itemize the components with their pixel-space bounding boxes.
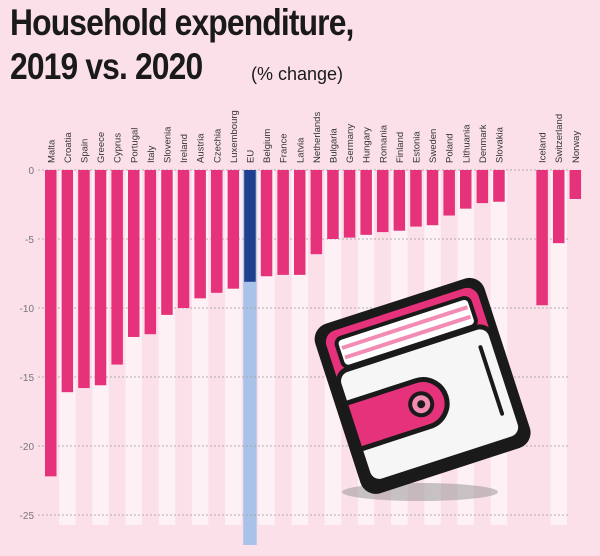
bars [45,170,582,477]
bar-iceland [536,170,548,306]
category-label: Slovakia [494,126,505,163]
category-label: Portugal [129,128,140,163]
category-label: Croatia [63,132,74,163]
category-label: Iceland [538,132,549,163]
bar-croatia [61,170,74,393]
category-label: Hungary [362,127,373,163]
bar-hungary [360,170,372,235]
bar-malta [45,170,57,477]
bar-eu [244,170,256,282]
category-label: Netherlands [312,112,323,163]
bar-czechia [211,170,223,293]
category-label: Finland [395,132,406,163]
category-label: Czechia [212,128,223,163]
y-tick-label: -25 [20,511,35,522]
category-label: Italy [146,145,157,163]
category-label: Slovenia [162,126,173,163]
category-label: Ireland [179,134,190,163]
bar-slovakia [493,170,505,202]
y-tick-label: -15 [20,373,35,384]
y-tick-label: -10 [20,304,35,315]
category-label: Austria [196,133,207,163]
chart-title-line1: Household expenditure, [10,2,354,43]
category-label: Greece [96,132,107,163]
category-label: Estonia [411,131,422,163]
bar-lithuania [460,170,472,209]
bar-luxembourg [227,170,240,289]
bar-denmark [476,170,489,204]
category-label: Poland [445,133,456,163]
bar-slovenia [161,170,173,315]
bar-germany [343,170,356,238]
bar-switzerland [552,170,565,244]
bar-belgium [260,170,273,277]
bar-france [277,170,289,275]
category-label: Germany [345,124,356,163]
bar-estonia [410,170,422,227]
category-label: Romania [378,124,389,163]
category-label: Norway [571,131,582,163]
bar-sweden [426,170,439,226]
bar-cyprus [111,170,123,365]
y-tick-label: 0 [28,166,34,177]
category-label: Cyprus [113,133,124,163]
bar-austria [194,170,206,299]
bar-italy [144,170,157,335]
bar-ireland [177,170,190,308]
category-label: Luxembourg [229,110,240,163]
bar-latvia [294,170,306,275]
category-labels: Malta Croatia Spain Greece Cyprus Portugal Ita… [46,110,582,163]
category-label: Spain [79,139,90,163]
bar-romania [377,170,389,233]
category-label: Latvia [295,137,306,163]
bar-finland [393,170,406,231]
y-tick-labels: 0 -5 -10 -15 -20 -25 [20,166,35,522]
category-label: Denmark [478,124,489,163]
category-label: Bulgaria [328,127,339,163]
category-label: Sweden [428,129,439,163]
bar-norway [569,170,582,199]
category-label: EU [245,150,256,163]
category-label: Belgium [262,129,273,163]
chart-title-line2: 2019 vs. 2020 [10,46,203,87]
column-stripe [550,170,567,525]
bar-greece [94,170,107,386]
bar-spain [78,170,90,389]
category-label: Lithuania [461,124,472,163]
bar-poland [443,170,455,216]
bar-netherlands [310,170,323,255]
bar-portugal [128,170,140,337]
y-tick-label: -5 [25,235,34,246]
y-tick-label: -20 [20,442,35,453]
category-label: Switzerland [554,114,565,163]
wallet-icon [314,277,531,501]
bar-bulgaria [327,170,339,239]
category-label: Malta [46,139,57,163]
category-label: France [279,133,290,163]
chart-subtitle: (% change) [251,64,344,84]
